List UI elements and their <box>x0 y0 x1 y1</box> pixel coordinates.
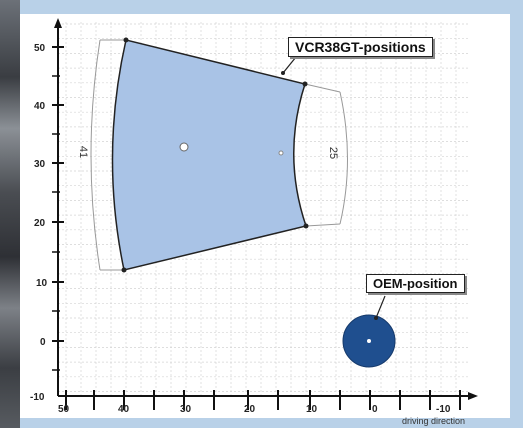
dimension-label-left: 41 <box>77 146 89 158</box>
y-tick-label: 10 <box>36 278 48 289</box>
y-tick-label: 40 <box>34 101 46 112</box>
vcr-callout-leader-end <box>281 71 285 75</box>
y-axis-ticks <box>52 46 64 371</box>
y-tick-label: -10 <box>30 392 45 403</box>
dimension-tick-top-right <box>304 83 341 93</box>
region-center-marker <box>179 142 189 152</box>
y-tick-label: 0 <box>40 337 46 348</box>
region-vertex-bottom-right <box>303 223 309 229</box>
dimension-tick-bottom-right <box>305 223 341 227</box>
vcr-positions-region <box>111 39 307 271</box>
right-arc-marker <box>278 150 284 156</box>
x-tick-label: 10 <box>306 404 318 415</box>
oem-center-dot <box>367 339 371 343</box>
region-vertex-top-right <box>302 81 308 87</box>
photo-strip <box>0 0 20 428</box>
region-vertex-top-left <box>123 37 129 43</box>
y-tick-label: 50 <box>34 43 46 54</box>
region-vertex-bottom-left <box>121 267 127 273</box>
oem-position-callout: OEM-position <box>366 274 465 293</box>
oem-callout-leader <box>375 295 386 319</box>
x-axis-ticks <box>65 390 461 410</box>
x-tick-label: 40 <box>118 404 130 415</box>
x-tick-label: 30 <box>180 404 192 415</box>
vcr-callout-leader <box>282 56 297 74</box>
x-tick-label: 20 <box>244 404 256 415</box>
y-tick-label: 20 <box>34 218 46 229</box>
x-axis-caption: driving direction <box>402 416 465 426</box>
y-tick-label: 30 <box>34 159 46 170</box>
x-tick-label: -10 <box>436 404 451 415</box>
oem-callout-leader-end <box>374 316 378 320</box>
dimension-label-right: 25 <box>327 147 339 159</box>
dimension-arc-left-outer <box>90 39 101 271</box>
x-axis-arrow <box>468 392 478 400</box>
vcr-positions-callout: VCR38GT-positions <box>288 37 433 57</box>
dimension-arc-right-outer <box>339 91 348 225</box>
x-tick-label: 50 <box>58 404 70 415</box>
x-tick-label: 0 <box>372 404 378 415</box>
y-axis-arrow <box>54 18 62 28</box>
